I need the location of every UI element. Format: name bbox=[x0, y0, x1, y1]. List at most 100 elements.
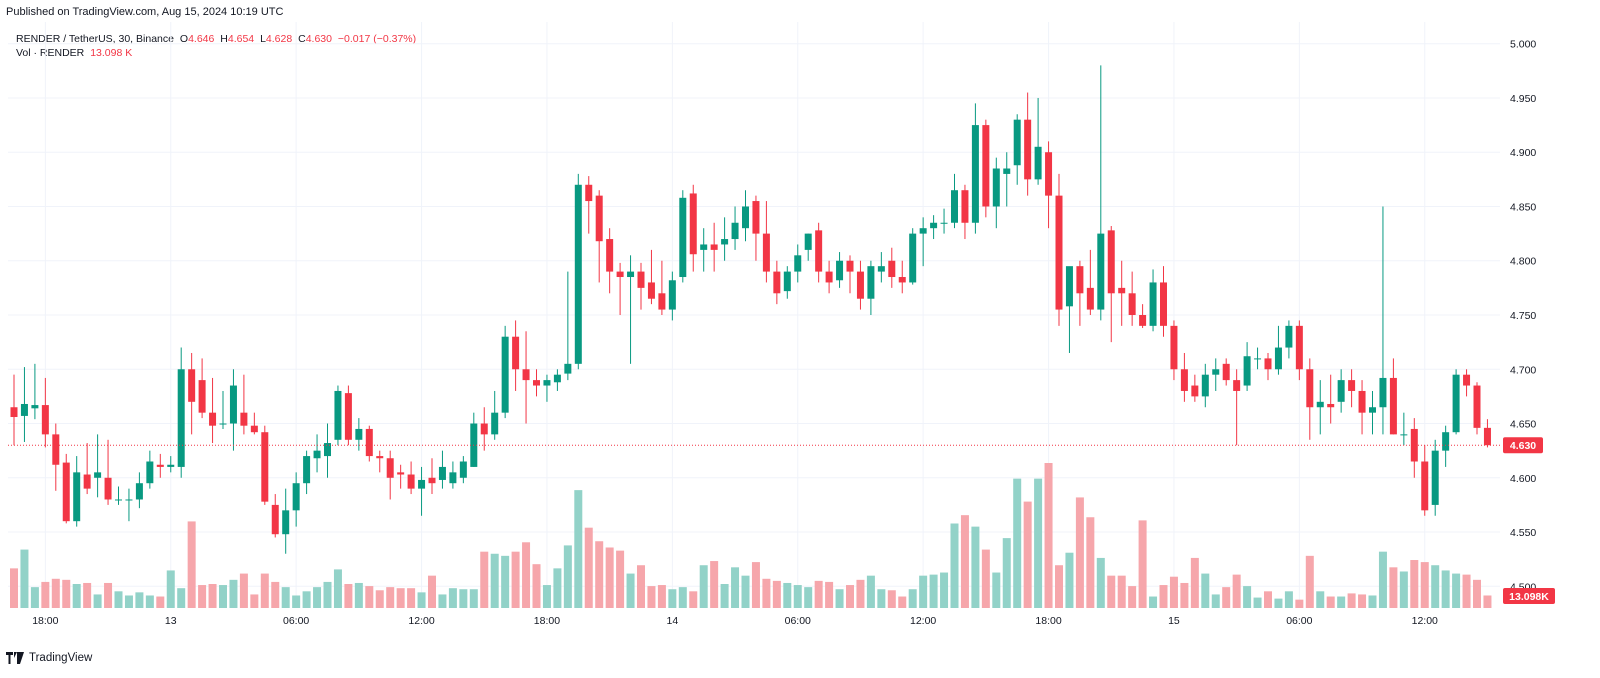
candle-body[interactable] bbox=[94, 472, 102, 478]
candle-body[interactable] bbox=[846, 260, 854, 272]
candle-body[interactable] bbox=[679, 197, 687, 278]
candle-body[interactable] bbox=[428, 477, 436, 484]
candle-body[interactable] bbox=[1222, 363, 1230, 381]
candle-body[interactable] bbox=[83, 474, 91, 489]
candle-body[interactable] bbox=[1055, 195, 1063, 310]
candle-body[interactable] bbox=[135, 483, 143, 500]
candle-body[interactable] bbox=[491, 412, 499, 435]
candle-body[interactable] bbox=[1097, 233, 1105, 310]
candle-body[interactable] bbox=[815, 230, 823, 272]
candle-body[interactable] bbox=[1452, 374, 1460, 433]
candle-body[interactable] bbox=[1473, 385, 1481, 428]
candle-body[interactable] bbox=[324, 443, 331, 457]
candle-body[interactable] bbox=[1076, 266, 1084, 294]
candle-body[interactable] bbox=[762, 233, 770, 272]
candle-body[interactable] bbox=[240, 412, 248, 426]
candle-body[interactable] bbox=[909, 233, 917, 283]
candle-body[interactable] bbox=[1483, 427, 1491, 446]
candle-body[interactable] bbox=[752, 201, 760, 234]
candle-body[interactable] bbox=[930, 222, 938, 229]
candle-body[interactable] bbox=[1170, 325, 1178, 370]
candle-body[interactable] bbox=[219, 423, 227, 425]
candle-body[interactable] bbox=[1254, 358, 1262, 360]
candle-body[interactable] bbox=[742, 206, 749, 229]
candle-body[interactable] bbox=[919, 228, 927, 234]
candle-body[interactable] bbox=[271, 504, 279, 535]
candle-body[interactable] bbox=[1316, 401, 1324, 408]
candle-body[interactable] bbox=[146, 461, 154, 484]
candle-body[interactable] bbox=[1201, 374, 1209, 397]
candle-body[interactable] bbox=[104, 477, 112, 500]
candle-body[interactable] bbox=[1003, 168, 1011, 174]
candle-body[interactable] bbox=[250, 425, 258, 433]
symbol-title[interactable]: RENDER / TetherUS, 30, Binance bbox=[16, 33, 174, 45]
candle-body[interactable] bbox=[1128, 293, 1136, 315]
candle-body[interactable] bbox=[20, 403, 28, 416]
candle-body[interactable] bbox=[1410, 428, 1418, 462]
candle-body[interactable] bbox=[794, 255, 802, 272]
candle-body[interactable] bbox=[41, 405, 49, 435]
candle-body[interactable] bbox=[1160, 282, 1167, 326]
candle-body[interactable] bbox=[585, 184, 593, 202]
candle-body[interactable] bbox=[438, 466, 446, 480]
candle-body[interactable] bbox=[1358, 390, 1366, 413]
volume-label[interactable]: Vol · RENDER bbox=[16, 47, 85, 59]
candle-body[interactable] bbox=[564, 363, 572, 374]
candle-body[interactable] bbox=[407, 474, 415, 489]
candle-body[interactable] bbox=[418, 479, 426, 489]
candle-body[interactable] bbox=[480, 423, 488, 435]
candle-body[interactable] bbox=[1086, 287, 1094, 310]
candle-body[interactable] bbox=[982, 125, 990, 207]
candle-body[interactable] bbox=[1285, 325, 1293, 348]
candle-body[interactable] bbox=[668, 280, 676, 310]
candle-body[interactable] bbox=[710, 244, 718, 250]
candle-body[interactable] bbox=[940, 222, 948, 224]
candle-body[interactable] bbox=[125, 499, 133, 501]
candle-body[interactable] bbox=[543, 380, 551, 386]
candle-body[interactable] bbox=[1107, 230, 1115, 294]
candle-body[interactable] bbox=[1421, 461, 1429, 511]
candle-body[interactable] bbox=[1212, 369, 1220, 375]
candle-body[interactable] bbox=[961, 190, 969, 223]
candle-body[interactable] bbox=[992, 168, 1000, 207]
candle-body[interactable] bbox=[303, 456, 311, 484]
candle-body[interactable] bbox=[188, 369, 196, 402]
candle-body[interactable] bbox=[721, 239, 729, 245]
candle-body[interactable] bbox=[177, 369, 185, 467]
candle-body[interactable] bbox=[198, 380, 206, 413]
candle-body[interactable] bbox=[261, 432, 269, 502]
candle-body[interactable] bbox=[1389, 377, 1397, 435]
candle-body[interactable] bbox=[1065, 266, 1073, 307]
candle-body[interactable] bbox=[376, 456, 384, 459]
candle-body[interactable] bbox=[1149, 282, 1157, 326]
candle-body[interactable] bbox=[386, 458, 394, 478]
candle-body[interactable] bbox=[836, 260, 844, 281]
candle-body[interactable] bbox=[773, 271, 781, 294]
candle-body[interactable] bbox=[313, 450, 321, 459]
candle-body[interactable] bbox=[1348, 380, 1356, 391]
candle-body[interactable] bbox=[658, 293, 666, 310]
candle-body[interactable] bbox=[951, 190, 958, 223]
candle-body[interactable] bbox=[1191, 385, 1199, 397]
candle-body[interactable] bbox=[971, 125, 979, 223]
candle-body[interactable] bbox=[1442, 432, 1450, 451]
candle-body[interactable] bbox=[856, 271, 864, 299]
candle-body[interactable] bbox=[1400, 434, 1408, 436]
candle-body[interactable] bbox=[574, 184, 582, 364]
candle-body[interactable] bbox=[522, 369, 530, 381]
candle-body[interactable] bbox=[1180, 369, 1188, 391]
candle-body[interactable] bbox=[1233, 380, 1241, 391]
candle-body[interactable] bbox=[700, 244, 708, 250]
candle-body[interactable] bbox=[397, 472, 405, 475]
candle-body[interactable] bbox=[1379, 377, 1387, 408]
candle-body[interactable] bbox=[292, 483, 300, 511]
candle-body[interactable] bbox=[1024, 119, 1032, 180]
candle-body[interactable] bbox=[616, 271, 624, 278]
candle-body[interactable] bbox=[459, 461, 467, 478]
candle-body[interactable] bbox=[449, 472, 457, 484]
candle-body[interactable] bbox=[1337, 380, 1345, 402]
candle-body[interactable] bbox=[229, 385, 237, 424]
candle-body[interactable] bbox=[533, 380, 540, 386]
candle-body[interactable] bbox=[689, 193, 697, 255]
candle-body[interactable] bbox=[804, 233, 812, 250]
